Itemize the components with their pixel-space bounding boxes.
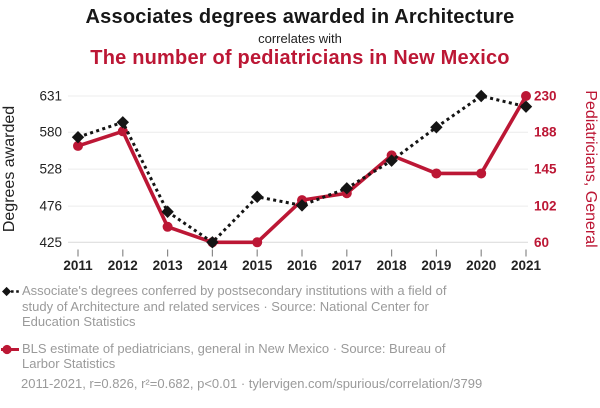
stats-footer: 2011-2021, r=0.826, r²=0.682, p<0.01 · t… — [21, 376, 483, 391]
legend-item-degrees: Associate's degrees conferred by postsec… — [1, 283, 599, 330]
svg-text:528: 528 — [39, 162, 62, 177]
legend-item-pediatricians: BLS estimate of pediatricians, general i… — [1, 341, 599, 372]
svg-text:2012: 2012 — [108, 258, 138, 273]
correlates-with-label: correlates with — [258, 31, 342, 46]
circle-line-series-marker-icon — [1, 344, 19, 354]
svg-text:2014: 2014 — [197, 258, 228, 273]
svg-text:425: 425 — [39, 235, 62, 250]
svg-text:2011: 2011 — [63, 258, 93, 273]
svg-text:2019: 2019 — [421, 258, 451, 273]
svg-text:2020: 2020 — [466, 258, 496, 273]
svg-text:2021: 2021 — [511, 258, 542, 273]
svg-text:2017: 2017 — [332, 258, 362, 273]
svg-text:2015: 2015 — [242, 258, 273, 273]
svg-text:631: 631 — [39, 89, 62, 104]
svg-text:2016: 2016 — [287, 258, 318, 273]
page-title: Associates degrees awarded in Architectu… — [85, 6, 515, 28]
svg-text:60: 60 — [534, 235, 549, 250]
svg-text:2013: 2013 — [153, 258, 184, 273]
svg-text:476: 476 — [39, 199, 62, 214]
svg-text:145: 145 — [534, 162, 557, 177]
legend-text-degrees: Associate's degrees conferred by postsec… — [22, 283, 447, 330]
svg-text:580: 580 — [39, 125, 62, 140]
svg-text:Pediatricians, General: Pediatricians, General — [582, 90, 599, 247]
svg-text:230: 230 — [534, 89, 557, 104]
legend: Associate's degrees conferred by postsec… — [1, 283, 599, 383]
svg-text:188: 188 — [534, 125, 557, 140]
diamond-dashed-series-marker-icon — [2, 286, 20, 297]
svg-text:Degrees awarded: Degrees awarded — [1, 106, 18, 232]
secondary-title: The number of pediatricians in New Mexic… — [90, 47, 510, 69]
svg-text:102: 102 — [534, 199, 557, 214]
chart-canvas: 425 476 528 580 631 60 102 145 188 230 2011 2012 201… — [1, 89, 599, 274]
svg-text:2018: 2018 — [377, 258, 408, 273]
legend-text-pediatricians: BLS estimate of pediatricians, general i… — [22, 340, 446, 372]
